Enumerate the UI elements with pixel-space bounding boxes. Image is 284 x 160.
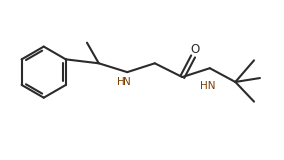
Text: H: H [118,77,125,87]
Text: N: N [123,77,131,87]
Text: HN: HN [200,81,216,91]
Text: O: O [191,43,200,56]
